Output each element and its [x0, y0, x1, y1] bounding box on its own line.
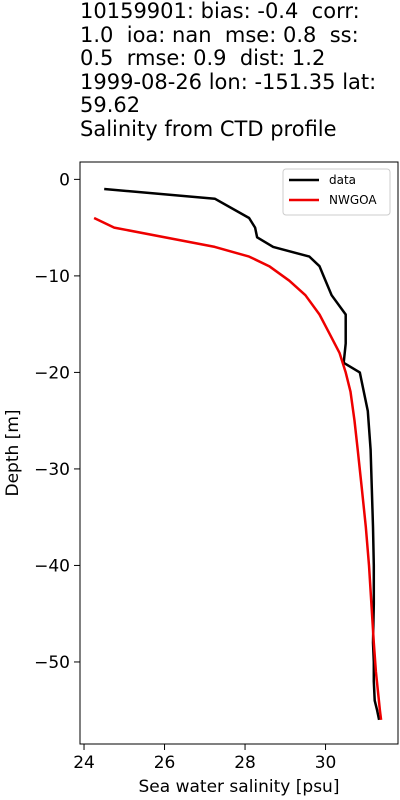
title-line-4: 1999-08-26 lon: -151.35 lat: — [80, 69, 377, 94]
title-line-3: 0.5 rmse: 0.9 dist: 1.2 — [80, 46, 326, 71]
x-axis-label: Sea water salinity [psu] — [139, 777, 340, 797]
x-tick-label: 28 — [234, 753, 256, 773]
series-line-nwgoa — [93, 216, 383, 721]
title-line-5: 59.62 — [80, 93, 141, 118]
title-line-6: Salinity from CTD profile — [80, 116, 337, 141]
legend: data NWGOA — [282, 168, 391, 216]
x-tick-label: 26 — [154, 753, 176, 773]
x-tick-label: 24 — [73, 753, 95, 773]
title-line-2: 1.0 ioa: nan mse: 0.8 ss: — [80, 22, 359, 47]
y-tick-label: −20 — [34, 363, 70, 383]
x-axis-ticks: 24 26 28 30 — [73, 744, 336, 773]
y-tick-label: −40 — [34, 556, 70, 576]
series-line-data — [104, 187, 381, 721]
y-tick-label: −10 — [34, 267, 70, 287]
plot-frame — [79, 161, 399, 745]
chart-title: 10159901: bias: -0.4 corr: 1.0 ioa: nan … — [80, 0, 398, 142]
y-tick-label: −30 — [34, 460, 70, 480]
y-tick-label: −50 — [34, 653, 70, 673]
plot-lines — [93, 187, 383, 721]
legend-label-data: data — [329, 173, 356, 187]
legend-label-nwgoa: NWGOA — [329, 193, 377, 207]
title-line-1: 10159901: bias: -0.4 corr: — [80, 0, 360, 23]
y-tick-label: 0 — [59, 170, 70, 190]
y-axis-ticks: 0 −10 −20 −30 −40 −50 — [34, 170, 80, 673]
y-axis-label: Depth [m] — [3, 409, 23, 496]
x-tick-label: 30 — [315, 753, 337, 773]
